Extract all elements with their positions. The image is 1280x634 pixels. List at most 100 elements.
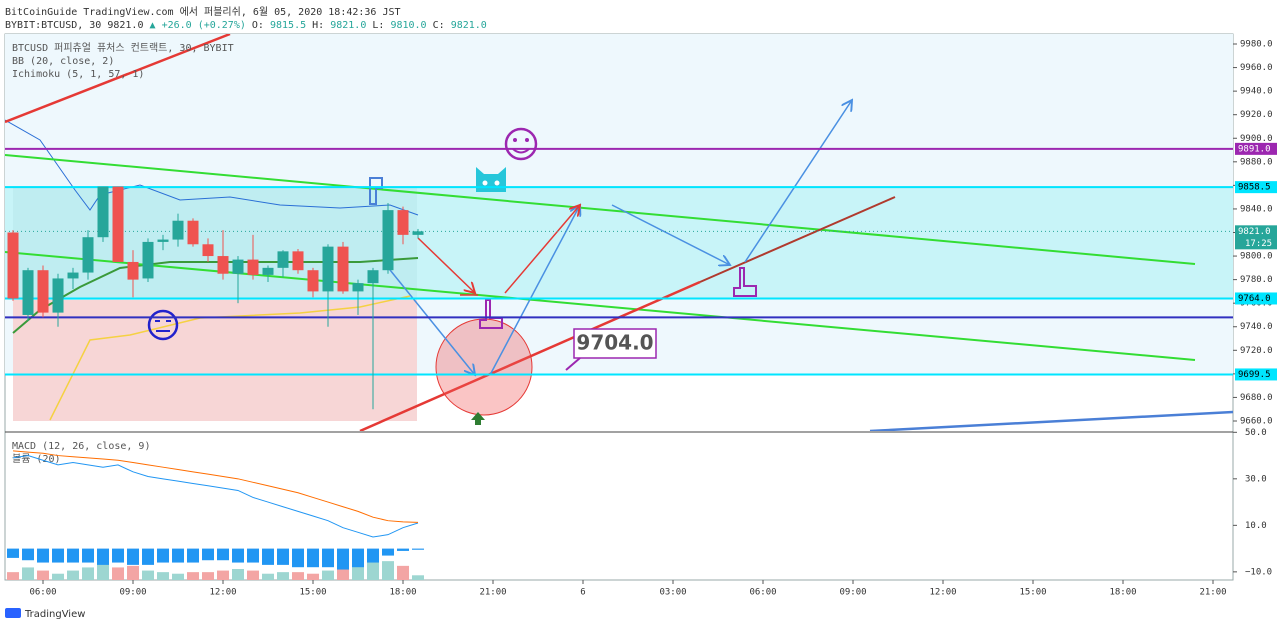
level-tag <box>1235 292 1277 305</box>
histogram-bar <box>277 548 290 565</box>
volume-bar <box>202 572 215 580</box>
histogram-bar <box>247 548 260 563</box>
symbol-line: BYBIT:BTCUSD, 30 9821.0 ▲ +26.0 (+0.27%)… <box>5 20 487 31</box>
histogram-bar <box>292 548 305 568</box>
volume-bar <box>397 565 410 580</box>
footer: TradingView <box>24 609 85 620</box>
histogram-bar <box>337 548 350 570</box>
histogram-bar <box>322 548 335 568</box>
volume-bar <box>382 561 395 580</box>
volume-bar <box>172 573 185 580</box>
macd-line <box>12 455 419 538</box>
histogram-bar <box>157 548 170 563</box>
last-tag <box>1235 225 1277 250</box>
x-tick-label: 09:00 <box>839 588 866 598</box>
y-tick-label: 9900.0 <box>1240 134 1273 144</box>
header-part: H: <box>312 20 324 31</box>
level-tag <box>1235 181 1277 194</box>
candle-body <box>97 186 109 238</box>
x-tick-label: 12:00 <box>929 588 956 598</box>
histogram-bar <box>112 548 125 563</box>
bb-upper <box>5 119 419 216</box>
histogram-bar <box>367 548 380 563</box>
volume-bar <box>142 570 155 580</box>
header-part: 9821.0 <box>330 20 366 31</box>
histogram-bar <box>127 548 140 565</box>
volume-bar <box>262 573 275 580</box>
histogram-bar <box>352 548 365 568</box>
x-tick-label: 09:00 <box>119 588 146 598</box>
histogram-bar <box>52 548 65 563</box>
header-part: O: <box>252 20 264 31</box>
y-tick-label: 9720.0 <box>1240 346 1273 356</box>
candle-body <box>142 241 154 279</box>
candle-body <box>397 210 409 235</box>
histogram-bar <box>142 548 155 565</box>
level-label: 9699.5 <box>1238 370 1271 380</box>
header-part: L: <box>372 20 384 31</box>
x-tick-label: 18:00 <box>389 588 416 598</box>
volume-bar <box>247 570 260 580</box>
channel-bottom <box>5 251 1196 361</box>
legend-item: BTCUSD 퍼피츄얼 퓨처스 컨트랙트, 30, BYBIT <box>12 42 234 54</box>
histogram-bar <box>262 548 275 565</box>
volume-bar <box>157 572 170 580</box>
x-tick-label: 21:00 <box>1199 588 1226 598</box>
volume-bar <box>187 572 200 580</box>
symbol-line: BYBIT:BTCUSD, 30 9821.0 ▲ +26.0 (+0.27%)… <box>5 20 487 31</box>
legend-item: BB (20, close, 2) <box>12 56 114 67</box>
x-tick-label: 15:00 <box>1019 588 1046 598</box>
header-part: 9810.0 <box>390 20 426 31</box>
volume-bar <box>367 558 380 580</box>
annotation: 9704.0 <box>576 331 653 355</box>
histogram-bar <box>22 548 35 561</box>
support-line <box>359 280 701 431</box>
x-tick-label: 15:00 <box>299 588 326 598</box>
x-tick-label: 12:00 <box>209 588 236 598</box>
header-part: +26.0 (+0.27%) <box>162 20 246 31</box>
arrows <box>147 100 852 425</box>
level-label: 9764.0 <box>1238 294 1271 304</box>
volume-bar <box>217 570 230 580</box>
volume-bar <box>52 573 65 580</box>
histogram-bar <box>307 548 320 568</box>
histogram-bar <box>67 548 80 563</box>
volume-bar <box>37 570 50 580</box>
y-tick-label: 9680.0 <box>1240 393 1273 403</box>
histogram-bar <box>187 548 200 563</box>
logo <box>5 608 21 618</box>
candle-body <box>202 244 214 257</box>
candle-body <box>367 270 379 284</box>
candle-body <box>127 261 139 280</box>
candle-body <box>352 283 364 292</box>
candle-body <box>322 246 334 292</box>
histogram-bar <box>97 548 110 565</box>
volume-bar <box>322 570 335 580</box>
y-tick-label: 9800.0 <box>1240 252 1273 262</box>
y-tick-label: 9920.0 <box>1240 110 1273 120</box>
candle-body <box>412 231 424 235</box>
volume-bar <box>112 567 125 580</box>
candle-body <box>172 220 184 240</box>
histogram-bar <box>172 548 185 563</box>
candle-body <box>277 251 289 268</box>
candle-body <box>67 272 79 279</box>
macd-title: MACD (12, 26, close, 9) <box>12 441 150 452</box>
histogram-bar <box>82 548 95 563</box>
histogram-bar <box>397 548 410 551</box>
histogram-bar <box>412 548 425 550</box>
histogram-bar <box>382 548 395 556</box>
candle-body <box>112 186 124 262</box>
histogram-bar <box>37 548 50 563</box>
publisher: BitCoinGuide TradingView.com 에서 퍼블리쉬, 6월… <box>5 6 401 18</box>
candle-body <box>337 246 349 292</box>
histogram-bar <box>7 548 20 558</box>
histogram-bar <box>202 548 215 561</box>
x-tick-label: 03:00 <box>659 588 686 598</box>
candle-body <box>382 210 394 271</box>
volume-bar <box>337 569 350 580</box>
candle-body <box>262 267 274 275</box>
countdown: 17:25 <box>1245 239 1272 249</box>
